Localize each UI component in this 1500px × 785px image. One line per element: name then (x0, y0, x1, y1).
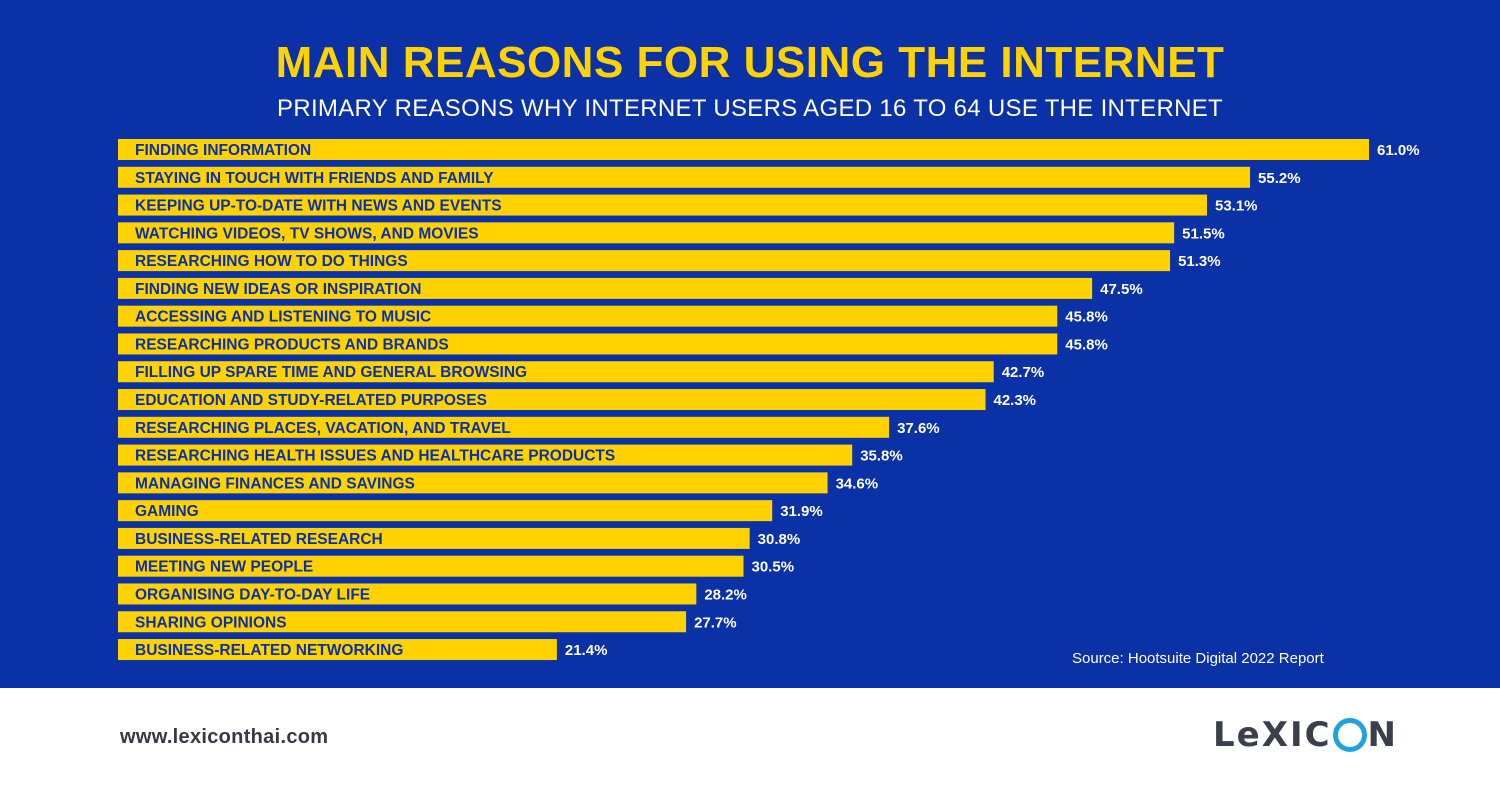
website-url[interactable]: www.lexiconthai.com (120, 726, 329, 748)
bar-category-label: WATCHING VIDEOS, TV SHOWS, AND MOVIES (135, 225, 479, 242)
bar (118, 472, 828, 494)
bar-category-label: RESEARCHING PRODUCTS AND BRANDS (135, 336, 449, 353)
bar-category-label: FINDING INFORMATION (135, 142, 311, 159)
bar-category-label: FILLING UP SPARE TIME AND GENERAL BROWSI… (135, 364, 527, 381)
bar (118, 194, 1207, 216)
bar (118, 583, 697, 605)
bar (118, 139, 1369, 160)
bar-value-label: 42.7% (1002, 364, 1045, 381)
bar-category-label: GAMING (135, 503, 199, 520)
bar (118, 333, 1058, 355)
bar-category-label: ACCESSING AND LISTENING TO MUSIC (135, 309, 431, 326)
bar-category-label: ORGANISING DAY-TO-DAY LIFE (135, 586, 370, 603)
bar (118, 361, 994, 383)
lexicon-logo: LeXIC N (1213, 715, 1398, 755)
bar-value-label: 31.9% (780, 503, 823, 520)
bar (118, 389, 986, 411)
bar-category-label: BUSINESS-RELATED RESEARCH (135, 531, 383, 548)
bar-category-label: RESEARCHING PLACES, VACATION, AND TRAVEL (135, 420, 511, 437)
bar-category-label: RESEARCHING HOW TO DO THINGS (135, 253, 408, 270)
bar (118, 305, 1058, 327)
bar-value-label: 55.2% (1258, 170, 1301, 187)
bar (118, 166, 1251, 188)
logo-text-right: N (1367, 715, 1399, 755)
bar (118, 527, 750, 549)
chart-panel: MAIN REASONS FOR USING THE INTERNET PRIM… (0, 0, 1500, 688)
bar-chart: FINDING INFORMATION 61.0% STAYING IN TOUCH… (118, 139, 1420, 661)
bar-value-label: 34.6% (836, 475, 879, 492)
source-note: Source: Hootsuite Digital 2022 Report (1072, 650, 1324, 667)
bar-value-label: 35.8% (860, 448, 903, 465)
bar-category-label: RESEARCHING HEALTH ISSUES AND HEALTHCARE… (135, 448, 615, 465)
bar (118, 250, 1171, 272)
bar-value-label: 53.1% (1215, 198, 1258, 215)
chart-subtitle: PRIMARY REASONS WHY INTERNET USERS AGED … (277, 95, 1223, 122)
bar-value-label: 45.8% (1065, 336, 1108, 353)
bar-category-label: MANAGING FINANCES AND SAVINGS (135, 475, 415, 492)
bar (118, 611, 687, 633)
bar-value-label: 51.3% (1178, 253, 1221, 270)
bar-category-label: SHARING OPINIONS (135, 614, 287, 631)
bar-category-label: MEETING NEW PEOPLE (135, 559, 313, 576)
logo-text-left: LeXIC (1213, 715, 1332, 755)
bar-value-label: 42.3% (993, 392, 1036, 409)
chart-title: MAIN REASONS FOR USING THE INTERNET (275, 38, 1225, 87)
logo-ring-icon (1332, 718, 1367, 752)
bar-category-label: FINDING NEW IDEAS OR INSPIRATION (135, 281, 421, 298)
bar-value-label: 45.8% (1065, 309, 1108, 326)
bar-category-label: STAYING IN TOUCH WITH FRIENDS AND FAMILY (135, 170, 494, 187)
bar-value-label: 51.5% (1182, 225, 1225, 242)
bar-value-label: 21.4% (565, 642, 608, 659)
bar-category-label: BUSINESS-RELATED NETWORKING (135, 642, 403, 659)
bar-value-label: 28.2% (704, 586, 747, 603)
bar-value-label: 37.6% (897, 420, 940, 437)
bar-category-label: KEEPING UP-TO-DATE WITH NEWS AND EVENTS (135, 198, 502, 215)
bar (118, 277, 1093, 299)
bar (118, 500, 773, 522)
bar (118, 416, 890, 438)
bar (118, 222, 1175, 244)
bar (118, 639, 557, 661)
bar-value-label: 30.8% (758, 531, 801, 548)
bar-value-label: 47.5% (1100, 281, 1143, 298)
bar-category-label: EDUCATION AND STUDY-RELATED PURPOSES (135, 392, 487, 409)
bar (118, 555, 744, 577)
bar-value-label: 30.5% (752, 559, 795, 576)
bar-value-label: 27.7% (694, 614, 737, 631)
bar-value-label: 61.0% (1377, 142, 1420, 159)
bar (118, 444, 853, 466)
